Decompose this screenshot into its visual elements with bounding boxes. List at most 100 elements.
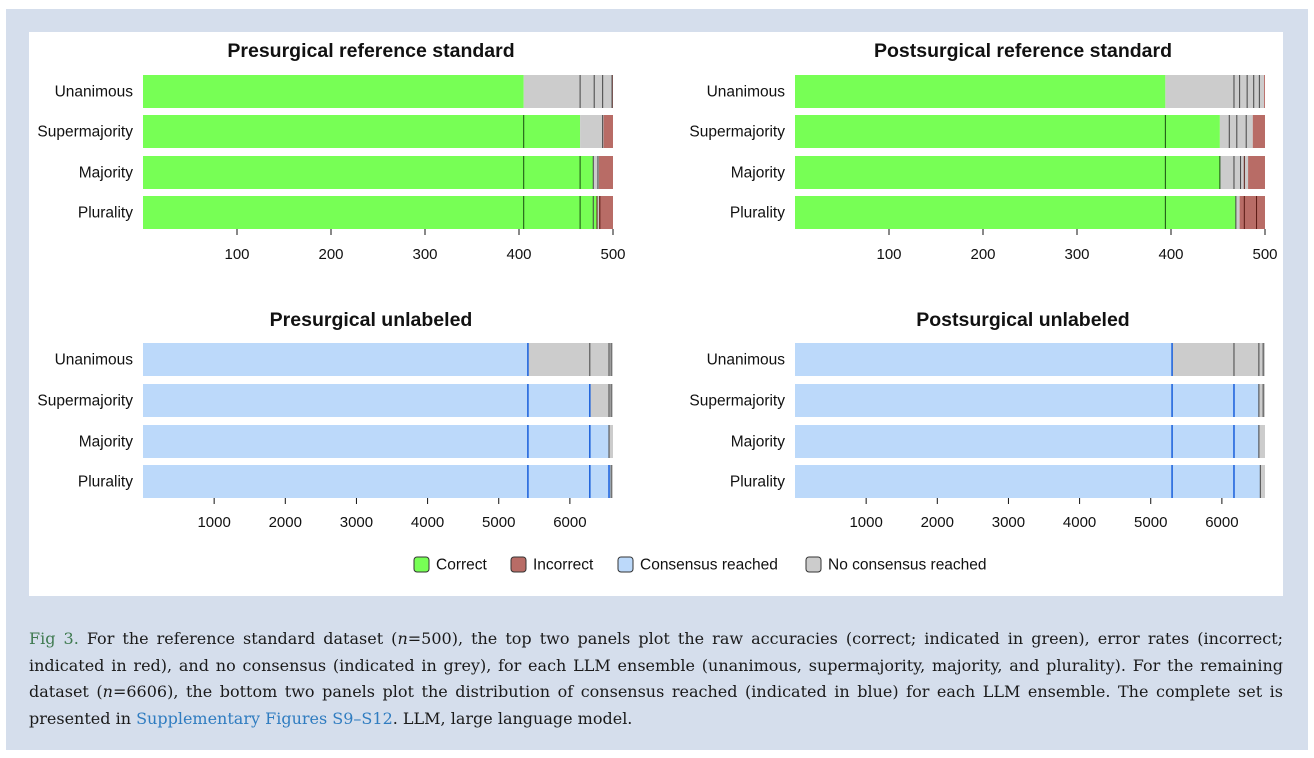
x-tick-label: 2000 [269, 514, 302, 531]
bar-segment-no-consensus [1258, 384, 1265, 417]
x-tick-label: 500 [1252, 246, 1277, 263]
category-label: Unanimous [55, 352, 134, 369]
category-label: Plurality [730, 205, 785, 222]
x-tick-label: 3000 [992, 514, 1025, 531]
bar-segment-correct [143, 75, 524, 108]
caption-n-variable-2: n [102, 682, 113, 701]
bar-segment-incorrect [1252, 115, 1265, 148]
bar-segment-no-consensus [610, 465, 613, 498]
x-tick-label: 1000 [849, 514, 882, 531]
bar-segment-correct [795, 156, 1220, 189]
bar-segment-consensus [143, 343, 528, 376]
legend-swatch-incorrect [510, 556, 527, 573]
x-tick-label: 200 [970, 246, 995, 263]
legend-swatch-correct [413, 556, 430, 573]
legend-label: Incorrect [533, 557, 594, 574]
bar-segment-correct [143, 156, 594, 189]
x-tick-label: 6000 [1205, 514, 1238, 531]
legend-swatch-no-consensus [805, 556, 822, 573]
caption-text-4: . LLM, large language model. [392, 708, 633, 728]
chart-title: Presurgical unlabeled [270, 309, 473, 331]
category-label: Unanimous [707, 352, 786, 369]
category-label: Plurality [78, 205, 133, 222]
bar-segment-no-consensus [1258, 425, 1265, 458]
chart-presurgical-unlabeled: Presurgical unlabeled Unanimous Supermajor… [37, 309, 613, 531]
x-tick-label: 100 [876, 246, 901, 263]
x-tick-label: 1000 [197, 514, 230, 531]
bar-segment-no-consensus [527, 343, 613, 376]
x-tick-label: 3000 [340, 514, 373, 531]
category-label: Unanimous [55, 84, 134, 101]
bar-segment-consensus [795, 425, 1259, 458]
category-label: Supermajority [689, 393, 785, 410]
chart-title: Postsurgical unlabeled [916, 309, 1129, 331]
bar-segment-incorrect [1264, 75, 1265, 108]
x-tick-label: 100 [224, 246, 249, 263]
x-tick-label: 4000 [411, 514, 444, 531]
bar-segment-correct [143, 196, 598, 229]
bar-segment-no-consensus [1260, 465, 1265, 498]
category-label: Majority [79, 434, 134, 451]
x-tick-label: 4000 [1063, 514, 1096, 531]
chart-postsurgical-unlabeled: Postsurgical unlabeled Unanimous Supermajo… [689, 309, 1265, 531]
bar-segment-incorrect [1248, 156, 1265, 189]
category-label: Supermajority [37, 393, 133, 410]
chart-title: Postsurgical reference standard [874, 40, 1172, 62]
caption-text-3: =6606), the bottom two panels plot the d… [29, 682, 1284, 728]
bar-segment-incorrect [603, 115, 613, 148]
chart-presurgical-reference: Presurgical reference standard Unanimous S… [37, 40, 625, 263]
bar-segment-consensus [143, 425, 610, 458]
bar-segment-consensus [143, 465, 611, 498]
bar-segment-no-consensus [1172, 343, 1265, 376]
chart-legend: Correct Incorrect Consensus reached No cons… [413, 556, 987, 574]
bar-segment-no-consensus [589, 384, 613, 417]
x-tick-label: 6000 [553, 514, 586, 531]
x-tick-label: 5000 [482, 514, 515, 531]
bar-segment-consensus [143, 384, 590, 417]
bar-segment-no-consensus [1235, 196, 1240, 229]
caption-text-2: =500), the top two panels plot the raw a… [29, 629, 1284, 701]
bar-segment-no-consensus [523, 75, 613, 108]
category-label: Majority [731, 434, 786, 451]
bar-segment-incorrect [1239, 196, 1265, 229]
x-tick-label: 300 [1064, 246, 1089, 263]
figure-chart-area: Presurgical reference standard Unanimous S… [37, 40, 1277, 574]
category-label: Supermajority [689, 124, 785, 141]
category-label: Plurality [78, 474, 133, 491]
bar-segment-consensus [795, 384, 1259, 417]
caption-n-variable-1: n [397, 629, 408, 648]
category-label: Unanimous [707, 84, 786, 101]
x-tick-label: 400 [506, 246, 531, 263]
bar-segment-no-consensus [593, 156, 599, 189]
bar-segment-no-consensus [580, 115, 604, 148]
x-tick-label: 400 [1158, 246, 1183, 263]
bar-segment-no-consensus [1165, 75, 1265, 108]
x-tick-label: 200 [318, 246, 343, 263]
bar-segment-no-consensus [609, 425, 613, 458]
bar-segment-consensus [795, 465, 1261, 498]
legend-label: No consensus reached [828, 557, 987, 574]
category-label: Majority [79, 165, 134, 182]
supplementary-figures-link[interactable]: Supplementary Figures S9–S12 [136, 708, 393, 728]
bar-segment-correct [795, 196, 1236, 229]
x-tick-label: 300 [412, 246, 437, 263]
figure-caption: Fig 3. For the reference standard datase… [29, 626, 1283, 732]
legend-label: Consensus reached [640, 557, 778, 574]
chart-title: Presurgical reference standard [227, 40, 514, 62]
x-tick-label: 5000 [1134, 514, 1167, 531]
chart-postsurgical-reference: Postsurgical reference standard Unanimous… [689, 40, 1277, 263]
x-tick-label: 500 [600, 246, 625, 263]
legend-swatch-consensus [617, 556, 634, 573]
bar-segment-incorrect [598, 156, 613, 189]
bar-segment-correct [143, 115, 581, 148]
bar-segment-correct [795, 115, 1220, 148]
figure-label: Fig 3. [29, 629, 79, 648]
bar-segment-consensus [795, 343, 1173, 376]
bar-segment-incorrect [598, 196, 613, 229]
bar-segment-no-consensus [597, 196, 599, 229]
category-label: Supermajority [37, 124, 133, 141]
bar-segment-correct [795, 75, 1166, 108]
category-label: Majority [731, 165, 786, 182]
legend-label: Correct [436, 557, 488, 574]
caption-text-1: For the reference standard dataset ( [78, 629, 398, 648]
